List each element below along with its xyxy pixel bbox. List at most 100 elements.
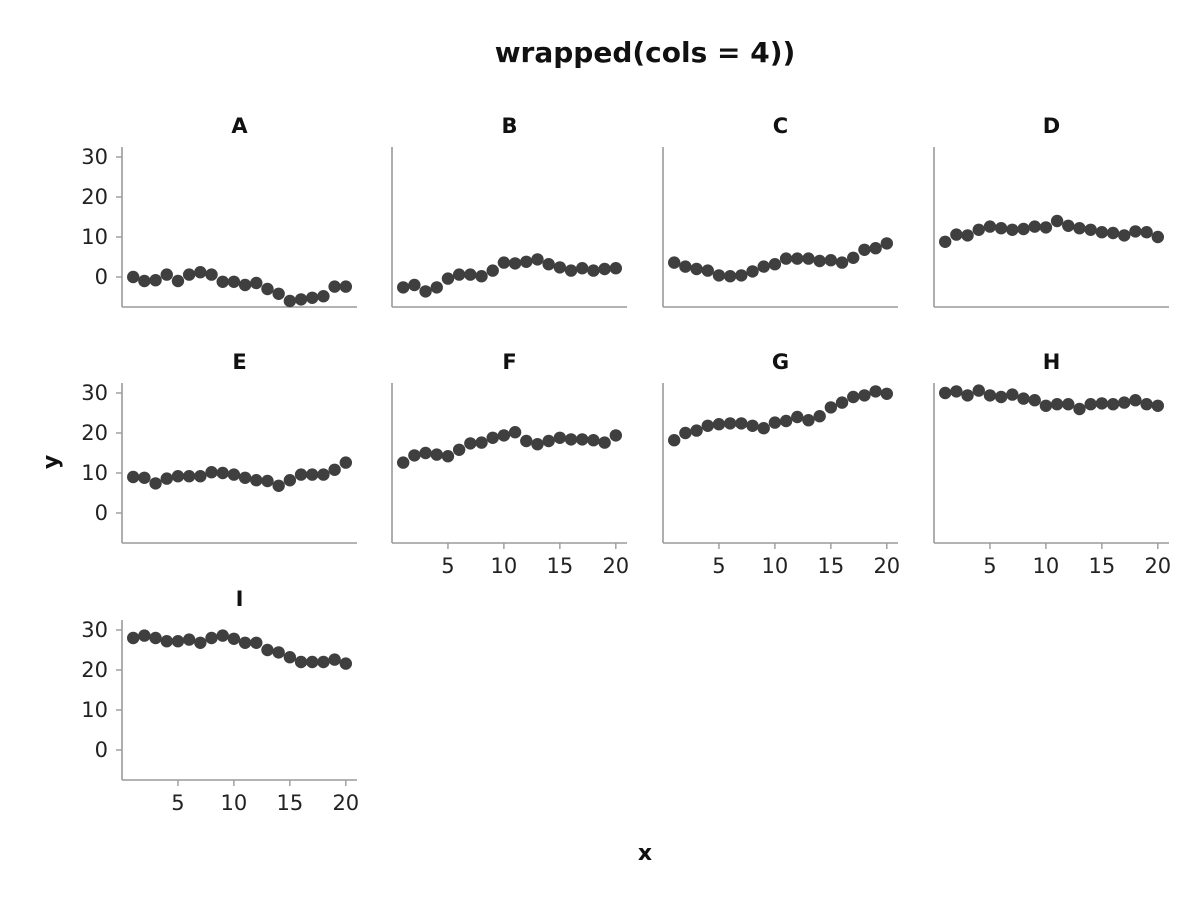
point-d-11 xyxy=(1050,214,1064,228)
x-tick-label-h-5: 5 xyxy=(983,554,996,578)
point-d-8 xyxy=(1017,222,1030,236)
point-b-13 xyxy=(531,253,544,266)
point-a-12 xyxy=(250,276,263,290)
point-g-17 xyxy=(847,390,860,404)
point-a-11 xyxy=(238,278,252,292)
point-a-7 xyxy=(194,266,207,279)
panel-title-f: F xyxy=(502,350,516,374)
point-f-17 xyxy=(576,433,589,446)
point-a-3 xyxy=(149,274,162,287)
point-a-19 xyxy=(328,280,341,293)
x-tick-label-i-20: 20 xyxy=(332,791,359,815)
point-b-11 xyxy=(508,257,522,270)
point-h-1 xyxy=(938,386,952,400)
point-f-5 xyxy=(441,450,455,463)
point-g-10 xyxy=(768,416,782,429)
point-f-16 xyxy=(564,433,578,446)
point-h-8 xyxy=(1017,392,1030,405)
point-b-17 xyxy=(576,262,589,275)
point-c-5 xyxy=(712,269,726,282)
point-b-15 xyxy=(553,261,567,274)
panel-title-a: A xyxy=(231,114,248,138)
point-g-11 xyxy=(779,414,793,428)
point-c-12 xyxy=(791,252,804,265)
point-g-20 xyxy=(880,387,894,400)
point-b-5 xyxy=(441,272,455,285)
point-e-16 xyxy=(294,468,308,481)
point-d-7 xyxy=(1006,223,1019,236)
point-b-20 xyxy=(609,262,623,275)
point-c-3 xyxy=(690,262,703,276)
y-tick-label-i-20: 20 xyxy=(81,658,108,682)
point-h-4 xyxy=(972,384,985,397)
point-d-1 xyxy=(938,235,952,248)
point-e-1 xyxy=(126,470,140,484)
point-h-12 xyxy=(1062,398,1075,411)
point-h-19 xyxy=(1140,398,1153,411)
point-c-11 xyxy=(779,252,793,265)
point-f-20 xyxy=(609,429,623,442)
point-e-14 xyxy=(272,479,285,492)
panel-title-d: D xyxy=(1043,114,1060,138)
point-h-14 xyxy=(1084,398,1097,411)
point-d-5 xyxy=(983,220,997,233)
y-axis-label: y xyxy=(39,455,64,469)
point-e-19 xyxy=(328,463,341,476)
point-i-8 xyxy=(205,631,218,645)
point-h-2 xyxy=(950,385,963,398)
x-tick-label-g-5: 5 xyxy=(712,554,725,578)
point-i-14 xyxy=(272,646,285,659)
panel-b: B xyxy=(391,114,627,308)
point-d-6 xyxy=(994,222,1008,235)
point-g-9 xyxy=(757,422,770,435)
point-i-15 xyxy=(283,651,297,664)
point-e-2 xyxy=(138,471,151,484)
point-c-20 xyxy=(880,237,894,250)
point-c-8 xyxy=(746,265,759,278)
point-g-19 xyxy=(869,385,882,398)
panel-d: D xyxy=(933,114,1169,308)
point-c-14 xyxy=(813,254,826,268)
x-tick-label-h-20: 20 xyxy=(1144,554,1171,578)
point-f-1 xyxy=(396,456,410,469)
point-d-15 xyxy=(1095,226,1109,239)
panel-e: E 0 10 20 30 xyxy=(81,350,357,544)
point-b-3 xyxy=(419,285,432,298)
y-tick-label-i-30: 30 xyxy=(81,618,108,642)
point-d-17 xyxy=(1118,229,1131,242)
point-d-16 xyxy=(1106,226,1120,240)
point-h-3 xyxy=(961,389,974,402)
point-g-6 xyxy=(723,417,737,430)
point-e-3 xyxy=(149,477,162,490)
panel-title-g: G xyxy=(772,350,789,374)
point-e-15 xyxy=(283,474,297,487)
x-tick-label-h-15: 15 xyxy=(1088,554,1115,578)
point-b-9 xyxy=(486,264,499,277)
x-axis-label: x xyxy=(638,841,652,866)
point-f-13 xyxy=(531,438,544,451)
point-h-9 xyxy=(1028,394,1041,407)
point-a-8 xyxy=(205,268,218,281)
y-tick-label-a-10: 10 xyxy=(81,225,108,249)
point-e-17 xyxy=(306,468,319,481)
x-tick-label-i-15: 15 xyxy=(276,791,303,815)
point-c-9 xyxy=(757,260,770,273)
point-g-12 xyxy=(791,410,804,424)
point-g-15 xyxy=(824,401,838,414)
point-i-3 xyxy=(149,631,162,645)
point-b-16 xyxy=(564,264,578,277)
point-h-20 xyxy=(1151,399,1165,412)
point-b-1 xyxy=(396,281,410,294)
x-tick-label-f-5: 5 xyxy=(441,554,454,578)
point-d-13 xyxy=(1073,222,1086,235)
point-b-4 xyxy=(430,281,443,294)
point-c-6 xyxy=(723,270,737,283)
point-h-11 xyxy=(1050,398,1064,411)
x-tick-label-f-20: 20 xyxy=(602,554,629,578)
point-a-20 xyxy=(339,280,353,293)
point-a-17 xyxy=(306,291,319,304)
y-tick-label-e-0: 0 xyxy=(95,501,108,525)
point-g-5 xyxy=(712,418,726,431)
point-a-1 xyxy=(126,270,140,284)
point-c-2 xyxy=(679,260,692,273)
